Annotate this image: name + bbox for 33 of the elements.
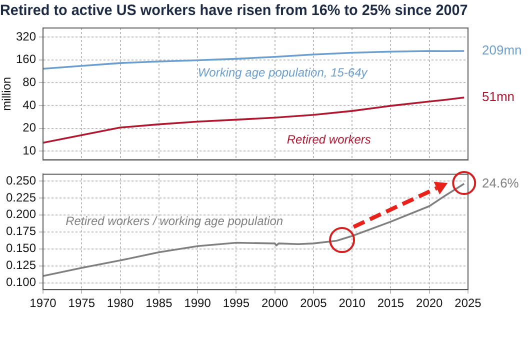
x-tick-label: 1980	[106, 296, 134, 310]
x-tick-label: 2000	[261, 296, 288, 310]
y-tick-label: 20	[22, 120, 36, 135]
y-tick-label: 0.150	[6, 241, 36, 256]
x-tick-label: 1970	[30, 296, 57, 310]
x-tick-label: 1990	[184, 296, 212, 310]
y-tick-label: 0.175	[6, 224, 36, 238]
chart-title: Retired to active US workers have risen from 16% to 25% since 2007	[0, 2, 468, 20]
x-tick-label: 2005	[300, 296, 328, 310]
x-tick-label: 2025	[454, 296, 482, 310]
series-label: Working age population, 15-64y	[198, 65, 368, 80]
series-label: Retired workers / working age population	[66, 214, 284, 228]
y-axis-title: million	[0, 76, 14, 111]
series-label: Retired workers	[286, 132, 371, 146]
x-tick-label: 1975	[68, 296, 96, 310]
x-tick-label: 1985	[146, 296, 173, 310]
y-tick-label: 80	[22, 74, 36, 89]
y-tick-label: 320	[16, 29, 36, 44]
data-label: 24.6%	[482, 175, 520, 190]
x-tick-label: 2010	[338, 296, 366, 310]
x-tick-label: 1995	[222, 296, 250, 310]
data-label: 51mn	[482, 89, 515, 104]
y-tick-label: 10	[22, 144, 36, 158]
y-tick-label: 0.250	[6, 173, 36, 188]
y-tick-label: 160	[16, 52, 36, 66]
y-tick-label: 0.200	[6, 207, 36, 222]
x-tick-label: 2015	[377, 296, 404, 310]
y-tick-label: 40	[22, 98, 36, 112]
y-tick-label: 0.100	[6, 275, 36, 290]
y-tick-label: 0.225	[6, 190, 36, 204]
data-label: 209mn	[482, 42, 522, 58]
x-tick-label: 2020	[416, 296, 444, 310]
y-tick-label: 0.125	[6, 258, 36, 272]
